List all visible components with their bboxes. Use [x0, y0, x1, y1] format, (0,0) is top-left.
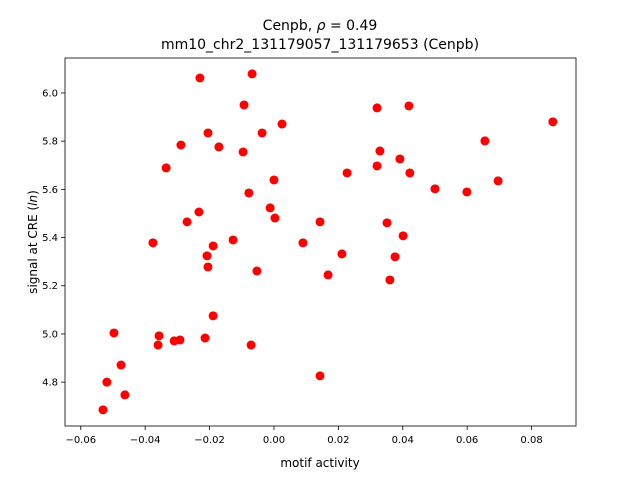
data-point — [98, 405, 108, 415]
data-point — [398, 231, 408, 241]
x-tick-label: 0.00 — [263, 435, 285, 446]
data-point — [430, 184, 440, 194]
data-point — [462, 187, 472, 197]
data-point — [246, 340, 256, 350]
data-point — [153, 340, 163, 350]
data-point — [404, 101, 414, 111]
data-point — [270, 213, 280, 223]
y-axis-ticks: 4.8 5.0 5.2 5.4 5.6 5.8 6.0 — [42, 88, 65, 389]
data-point — [109, 328, 119, 338]
x-tick-label: −0.02 — [194, 435, 225, 446]
data-point — [265, 203, 275, 213]
x-axis-ticks: −0.06 −0.04 −0.02 0.00 0.02 0.04 0.06 0.08 — [65, 426, 543, 446]
data-point — [214, 142, 224, 152]
data-point — [323, 270, 333, 280]
data-point — [277, 119, 287, 129]
x-tick-label: 0.08 — [520, 435, 542, 446]
data-point — [395, 154, 405, 164]
y-tick-label: 5.6 — [42, 185, 58, 196]
data-point — [315, 371, 325, 381]
x-tick-label: 0.04 — [392, 435, 414, 446]
data-point — [175, 335, 185, 345]
data-point — [239, 100, 249, 110]
data-point — [405, 168, 415, 178]
y-tick-label: 6.0 — [42, 88, 58, 99]
data-point — [252, 266, 262, 276]
y-tick-label: 4.8 — [42, 378, 58, 389]
data-point — [385, 275, 395, 285]
data-point — [208, 241, 218, 251]
data-point — [257, 128, 267, 138]
data-point — [382, 218, 392, 228]
data-point — [493, 176, 503, 186]
data-points — [98, 69, 558, 415]
x-tick-label: −0.04 — [130, 435, 161, 446]
x-tick-label: 0.02 — [327, 435, 349, 446]
data-point — [202, 251, 212, 261]
data-point — [203, 262, 213, 272]
y-tick-label: 5.4 — [42, 233, 58, 244]
data-point — [390, 252, 400, 262]
data-point — [148, 238, 158, 248]
y-tick-label: 5.2 — [42, 281, 58, 292]
data-point — [116, 360, 126, 370]
chart-title-line2: mm10_chr2_131179057_131179653 (Cenpb) — [161, 37, 479, 53]
data-point — [375, 146, 385, 156]
data-point — [372, 161, 382, 171]
data-point — [228, 235, 238, 245]
x-tick-label: 0.06 — [456, 435, 478, 446]
data-point — [176, 140, 186, 150]
data-point — [120, 390, 130, 400]
data-point — [342, 168, 352, 178]
x-axis-label: motif activity — [280, 456, 359, 470]
data-point — [194, 207, 204, 217]
data-point — [154, 331, 164, 341]
data-point — [203, 128, 213, 138]
y-tick-label: 5.0 — [42, 329, 58, 340]
data-point — [548, 117, 558, 127]
data-point — [372, 103, 382, 113]
chart-title-line1: Cenpb, ρ = 0.49 — [263, 18, 378, 34]
data-point — [298, 238, 308, 248]
data-point — [182, 217, 192, 227]
data-point — [195, 73, 205, 83]
y-tick-label: 5.8 — [42, 137, 58, 148]
data-point — [480, 136, 490, 146]
data-point — [337, 249, 347, 259]
data-point — [244, 188, 254, 198]
data-point — [238, 147, 248, 157]
data-point — [247, 69, 257, 79]
data-point — [161, 163, 171, 173]
data-point — [269, 175, 279, 185]
data-point — [315, 217, 325, 227]
data-point — [208, 311, 218, 321]
data-point — [200, 333, 210, 343]
x-tick-label: −0.06 — [65, 435, 96, 446]
data-point — [102, 377, 112, 387]
plot-frame — [64, 57, 577, 427]
y-axis-label: signal at CRE (ln) — [26, 190, 40, 294]
